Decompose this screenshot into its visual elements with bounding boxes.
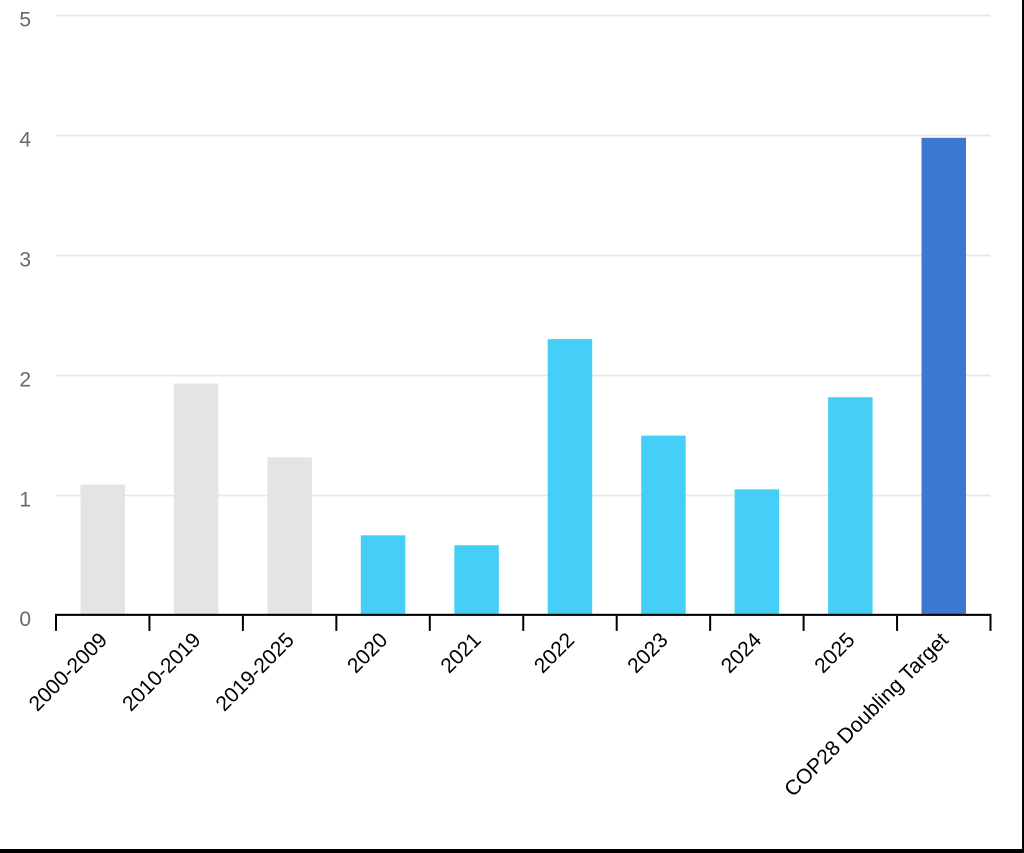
svg-text:1: 1: [19, 489, 31, 512]
svg-text:0: 0: [19, 608, 31, 631]
svg-text:2: 2: [19, 369, 31, 392]
svg-text:4: 4: [19, 129, 31, 152]
svg-text:3: 3: [19, 249, 31, 272]
svg-text:5: 5: [19, 9, 31, 32]
